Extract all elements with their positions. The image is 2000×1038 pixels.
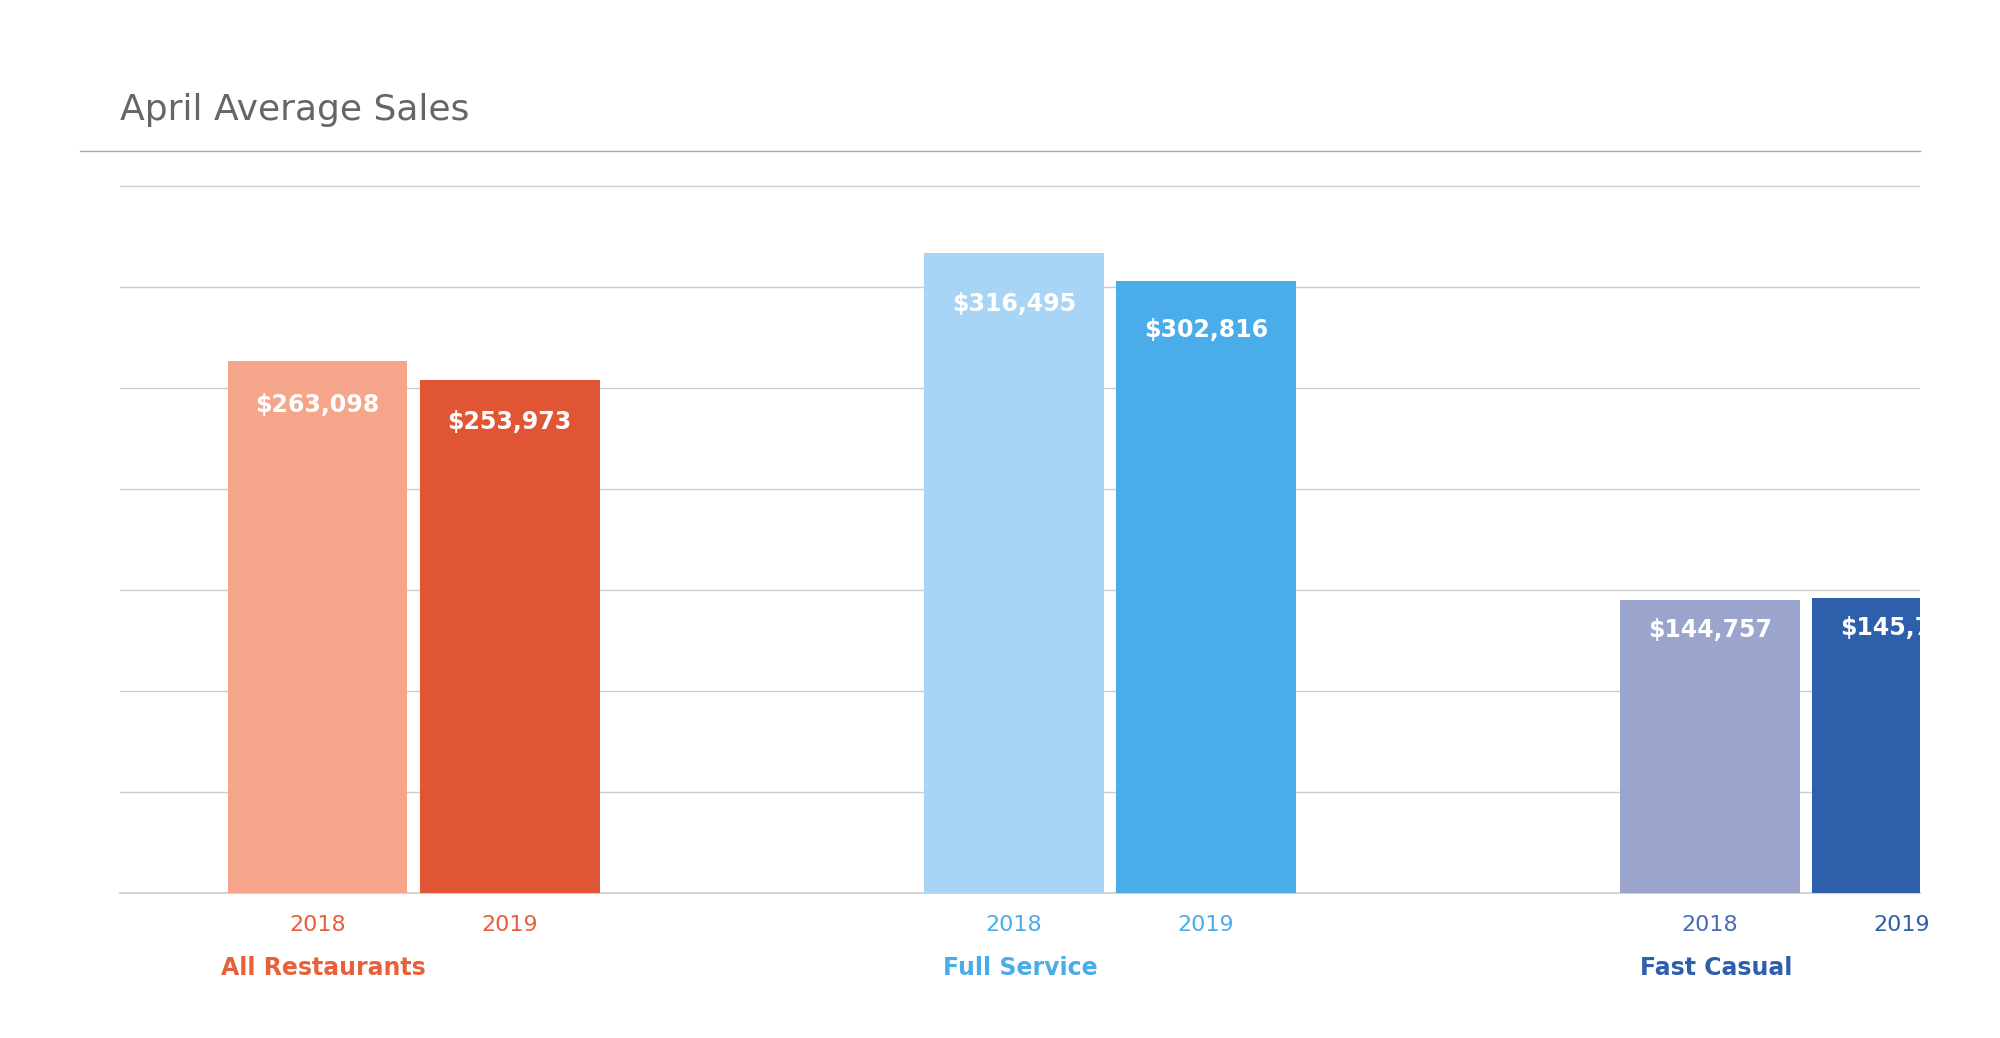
Text: 2019: 2019: [1178, 916, 1234, 935]
Bar: [924, 253, 1104, 893]
Text: Full Service: Full Service: [942, 956, 1098, 980]
Text: All Restaurants: All Restaurants: [222, 956, 426, 980]
Text: $144,757: $144,757: [1648, 618, 1772, 641]
Text: $253,973: $253,973: [448, 410, 572, 435]
Text: 2019: 2019: [1874, 916, 1930, 935]
Text: 2018: 2018: [986, 916, 1042, 935]
Bar: [1620, 600, 1800, 893]
Text: $316,495: $316,495: [952, 292, 1076, 316]
Bar: [420, 380, 600, 893]
Text: 2019: 2019: [482, 916, 538, 935]
Bar: [1812, 598, 1992, 893]
Text: 2018: 2018: [290, 916, 346, 935]
Bar: [1116, 281, 1296, 893]
Text: $145,727: $145,727: [1840, 616, 1964, 640]
Text: 2018: 2018: [1682, 916, 1738, 935]
Bar: [228, 361, 408, 893]
Text: $263,098: $263,098: [256, 393, 380, 417]
Text: April Average Sales: April Average Sales: [120, 93, 470, 128]
Text: $302,816: $302,816: [1144, 318, 1268, 342]
Text: Fast Casual: Fast Casual: [1640, 956, 1792, 980]
